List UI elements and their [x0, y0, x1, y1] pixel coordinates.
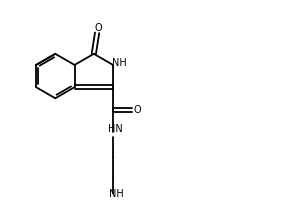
Text: O: O — [94, 23, 102, 33]
Text: O: O — [134, 105, 142, 115]
Text: NH: NH — [109, 189, 123, 199]
Text: NH: NH — [112, 58, 127, 68]
Text: HN: HN — [108, 124, 122, 134]
